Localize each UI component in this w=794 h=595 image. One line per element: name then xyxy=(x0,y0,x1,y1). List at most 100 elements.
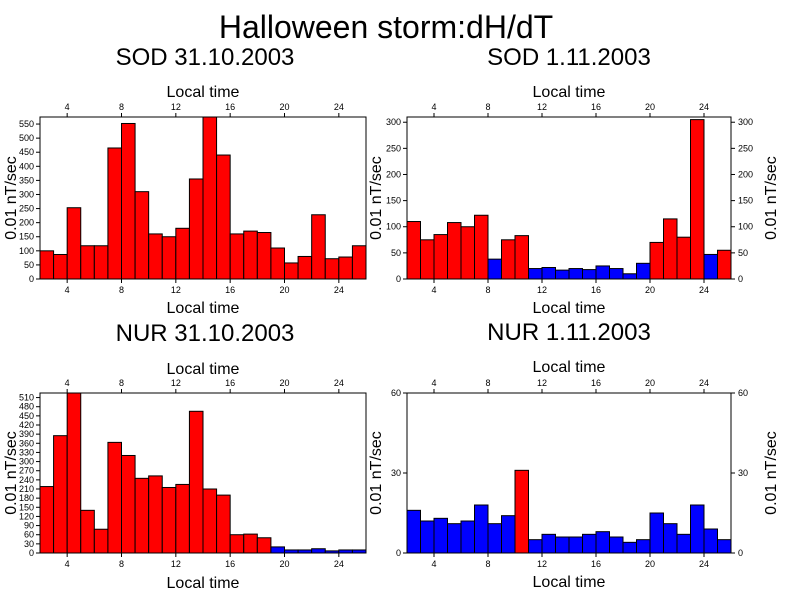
x-tick-label-bottom: 24 xyxy=(699,559,709,569)
x-tick-label-top: 20 xyxy=(645,378,655,388)
y-tick-label-right: 0 xyxy=(738,548,743,558)
bar xyxy=(433,517,448,554)
bar xyxy=(93,245,109,280)
bar xyxy=(161,486,177,554)
bar xyxy=(202,116,218,280)
bar xyxy=(134,477,150,554)
bar xyxy=(555,269,570,280)
y-tick-label-left: 450 xyxy=(19,411,34,421)
bar xyxy=(433,234,448,280)
x-tick-label-top: 12 xyxy=(537,102,547,112)
x-tick-label-bottom: 24 xyxy=(334,285,344,295)
bar xyxy=(80,245,95,280)
plot-frame xyxy=(406,116,732,280)
y-tick-label-left: 420 xyxy=(19,420,34,430)
bar xyxy=(595,531,610,554)
y-tick-label-right: 200 xyxy=(738,169,753,179)
y-tick-label-left: 120 xyxy=(19,511,34,521)
bar xyxy=(447,222,462,280)
y-tick-label-left: 480 xyxy=(19,402,34,412)
bar xyxy=(188,178,204,280)
chart-panel-1: SOD 31.10.2003 4 4 8 8 12 12 16 16 20 20 24 24 0 50 100… xyxy=(3,44,367,317)
bar xyxy=(717,539,732,554)
x-axis-label-bottom: Local time xyxy=(167,300,240,317)
bar xyxy=(243,230,258,280)
bar xyxy=(717,249,732,280)
y-axis-label-right: 0.01 nT/sec xyxy=(763,156,780,240)
x-tick-label-top: 8 xyxy=(485,102,490,112)
bar xyxy=(690,119,705,280)
x-tick-label-bottom: 16 xyxy=(591,285,601,295)
y-tick-label-left: 510 xyxy=(19,393,34,403)
y-tick-label-left: 0 xyxy=(29,274,34,284)
y-tick-label-right: 30 xyxy=(738,468,748,478)
y-tick-label-left: 200 xyxy=(19,218,34,228)
x-axis-label-top: Local time xyxy=(533,359,606,376)
x-tick-label-bottom: 8 xyxy=(485,285,490,295)
bar xyxy=(703,253,718,280)
bar xyxy=(188,410,204,554)
x-tick-label-top: 16 xyxy=(591,378,601,388)
bar xyxy=(270,247,286,280)
x-tick-label-top: 8 xyxy=(119,102,124,112)
bar xyxy=(66,207,82,280)
bar xyxy=(406,221,421,280)
bar xyxy=(582,533,597,554)
y-tick-label-left: 0 xyxy=(29,548,34,558)
y-tick-label-left: 0 xyxy=(396,274,401,284)
x-axis-label-bottom: Local time xyxy=(533,300,606,317)
bar xyxy=(297,255,313,280)
bar xyxy=(487,258,502,280)
y-tick-label-left: 350 xyxy=(19,175,34,185)
x-tick-label-bottom: 12 xyxy=(537,285,547,295)
x-tick-label-bottom: 8 xyxy=(119,559,124,569)
x-tick-label-top: 24 xyxy=(699,102,709,112)
y-tick-label-right: 300 xyxy=(738,117,753,127)
bar xyxy=(514,469,529,554)
x-tick-label-top: 16 xyxy=(591,102,601,112)
bar xyxy=(107,147,122,280)
bar xyxy=(256,232,272,280)
x-tick-label-bottom: 8 xyxy=(119,285,124,295)
bar xyxy=(107,441,122,554)
x-tick-label-top: 24 xyxy=(334,102,344,112)
y-tick-label-left: 100 xyxy=(19,246,34,256)
bar xyxy=(460,226,475,280)
bar xyxy=(595,265,610,280)
bar xyxy=(501,239,516,280)
bar xyxy=(622,541,637,554)
bar xyxy=(420,520,435,554)
y-axis-label-left: 0.01 nT/sec xyxy=(368,156,385,240)
y-tick-label-right: 60 xyxy=(738,388,748,398)
bar xyxy=(474,504,489,554)
x-axis-label-bottom: Local time xyxy=(533,574,606,591)
bar xyxy=(663,218,678,280)
bar xyxy=(636,539,651,554)
y-tick-label-left: 300 xyxy=(19,457,34,467)
figure-title: Halloween storm:dH/dT xyxy=(219,9,553,45)
panel-title: NUR 31.10.2003 xyxy=(116,320,295,347)
bar xyxy=(568,536,583,554)
bar xyxy=(53,435,68,554)
x-axis-label-bottom: Local time xyxy=(167,575,240,592)
x-tick-label-top: 4 xyxy=(65,102,70,112)
bar xyxy=(690,504,705,554)
x-tick-label-bottom: 24 xyxy=(699,285,709,295)
x-tick-label-bottom: 4 xyxy=(65,285,70,295)
bar xyxy=(161,236,177,280)
x-tick-label-bottom: 20 xyxy=(645,559,655,569)
x-tick-label-top: 12 xyxy=(171,102,181,112)
bar xyxy=(636,262,651,280)
bar xyxy=(703,528,718,554)
y-tick-label-left: 300 xyxy=(386,117,401,127)
bar xyxy=(121,122,136,280)
x-tick-label-bottom: 16 xyxy=(225,285,235,295)
bar xyxy=(406,509,421,554)
x-tick-label-bottom: 16 xyxy=(591,559,601,569)
x-tick-label-bottom: 20 xyxy=(279,285,289,295)
x-tick-label-top: 4 xyxy=(431,378,436,388)
y-tick-label-right: 50 xyxy=(738,248,748,258)
bar xyxy=(460,520,475,554)
y-tick-label-left: 250 xyxy=(386,143,401,153)
chart-panel-4: NUR 1.11.2003 4 4 8 8 12 12 16 16 20 20 24 24 0 0 30 30 6… xyxy=(368,319,780,591)
